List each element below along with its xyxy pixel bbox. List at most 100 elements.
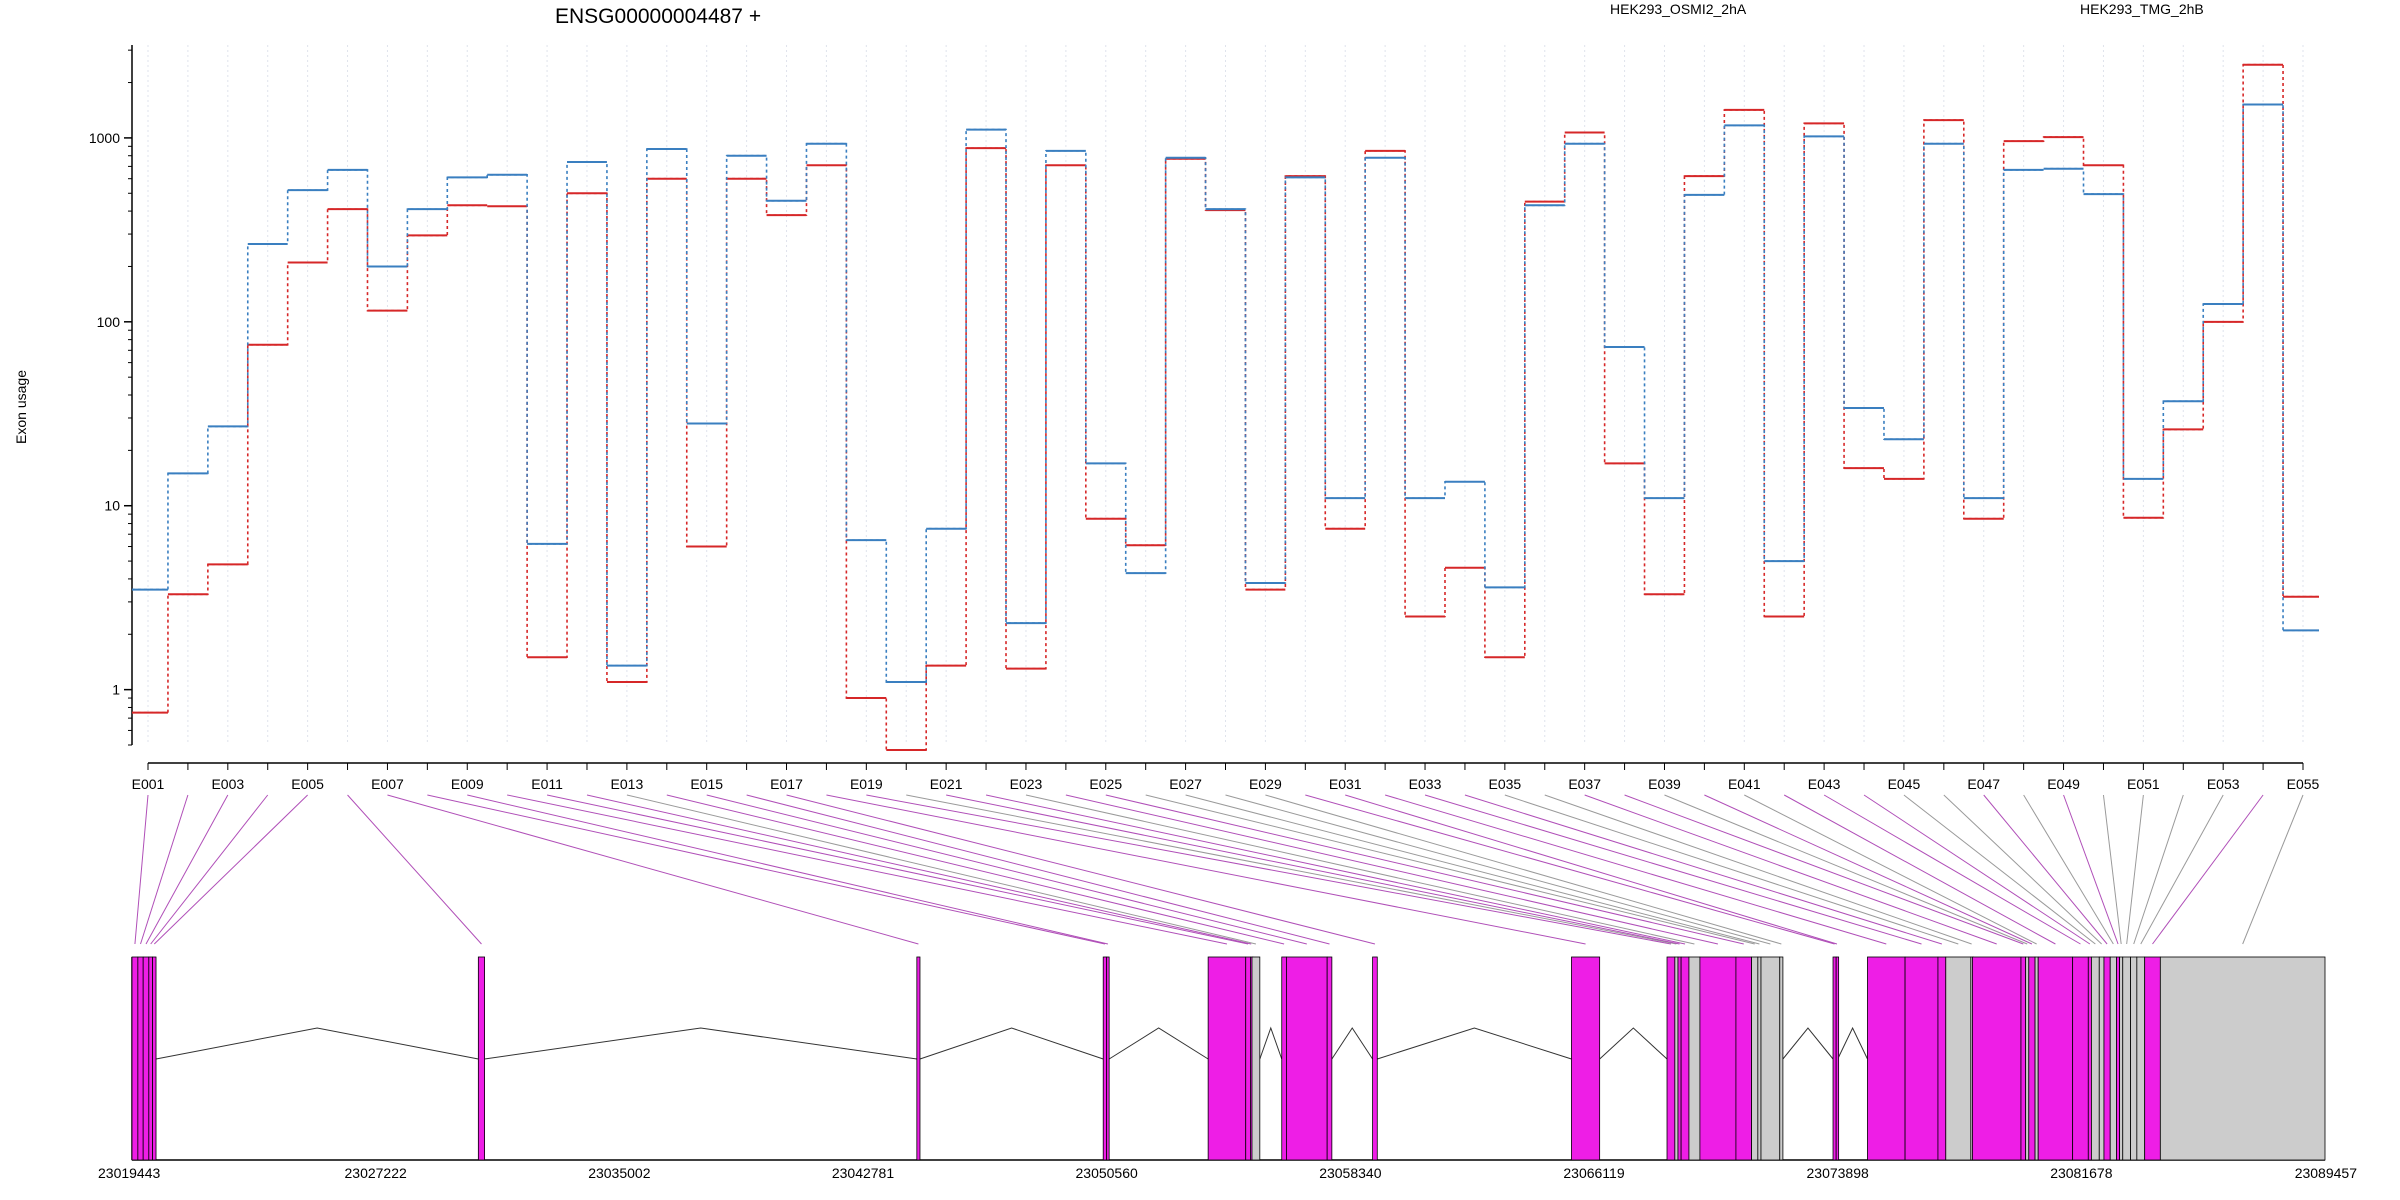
exon-box xyxy=(1835,956,1840,1161)
x-tick-label: E033 xyxy=(1409,776,1442,792)
x-tick-label: E037 xyxy=(1568,776,1601,792)
exon-connector xyxy=(507,794,1228,945)
exon-box xyxy=(1674,956,1679,1161)
x-tick-label: E035 xyxy=(1489,776,1522,792)
exon-connector xyxy=(1704,794,2033,945)
exon-connector xyxy=(1664,794,2028,945)
intron-line xyxy=(484,1027,917,1060)
exon-connector xyxy=(906,794,1677,945)
exon-connector xyxy=(1504,794,1959,945)
exon-connector xyxy=(1025,794,1695,945)
exon-box xyxy=(1677,956,1682,1161)
x-tick-label: E027 xyxy=(1169,776,1202,792)
exon-connector xyxy=(347,794,482,945)
x-tick-label: E013 xyxy=(611,776,644,792)
intron-line xyxy=(1331,1027,1374,1060)
exon-connector xyxy=(666,794,1285,945)
coordinate-label: 23089457 xyxy=(2295,1165,2358,1181)
exon-box xyxy=(2122,956,2131,1161)
exon-connector xyxy=(1544,794,1972,945)
coordinate-label: 23066119 xyxy=(1563,1165,1624,1181)
exon-box xyxy=(1832,956,1837,1161)
exon-box xyxy=(1666,956,1676,1161)
x-tick-label: E015 xyxy=(690,776,723,792)
exon-connector xyxy=(2242,794,2304,945)
exon-connector xyxy=(1225,794,1771,945)
x-tick-label: E011 xyxy=(531,776,563,792)
exon-box xyxy=(2103,956,2111,1161)
coordinate-label: 23073898 xyxy=(1807,1165,1870,1181)
exon-box xyxy=(2034,956,2039,1161)
exon-connector xyxy=(1744,794,2037,945)
exon-connector xyxy=(1823,794,2081,945)
gene-model: 23019443 23027222 23035002 23042781 23050560… xyxy=(98,956,2358,1181)
exon-box xyxy=(131,956,139,1161)
exon-connector xyxy=(2133,794,2184,945)
exon-box xyxy=(1106,956,1110,1161)
intron-line xyxy=(919,1027,1104,1060)
x-tick-label: E009 xyxy=(451,776,484,792)
exon-connector xyxy=(1783,794,2056,945)
exon-box xyxy=(2130,956,2138,1161)
coordinate-label: 23027222 xyxy=(345,1165,408,1181)
exon-box xyxy=(2144,956,2161,1161)
exon-connector xyxy=(2140,794,2224,945)
exon-box xyxy=(477,956,485,1161)
legend-series-1: HEK293_OSMI2_2hA xyxy=(1610,1,1747,17)
exon-box xyxy=(2119,956,2124,1161)
exon-connector xyxy=(2152,794,2264,945)
exon-box xyxy=(1699,956,1737,1161)
exon-connectors xyxy=(134,794,2304,945)
exon-box xyxy=(2025,956,2030,1161)
exon-box xyxy=(916,956,921,1161)
exon-box xyxy=(1245,956,1251,1161)
x-tick-label: E045 xyxy=(1888,776,1921,792)
exon-connector xyxy=(1943,794,2102,945)
exon-box xyxy=(2091,956,2100,1161)
exon-box xyxy=(1680,956,1690,1161)
exon-box xyxy=(148,956,153,1161)
x-tick-label: E023 xyxy=(1010,776,1043,792)
exon-box xyxy=(2087,956,2092,1161)
x-tick-label: E019 xyxy=(850,776,883,792)
x-tick-label: E031 xyxy=(1329,776,1362,792)
y-axis-label: Exon usage xyxy=(13,370,29,444)
exon-connector xyxy=(746,794,1330,945)
series-2 xyxy=(132,103,2319,684)
exon-connector xyxy=(826,794,1586,945)
exon-connector xyxy=(427,794,1106,945)
exon-connector xyxy=(1903,794,2096,945)
x-tick-label: E021 xyxy=(930,776,963,792)
exon-box xyxy=(1326,956,1333,1161)
x-tick-label: E041 xyxy=(1728,776,1761,792)
exon-connector xyxy=(1265,794,1782,945)
exon-box xyxy=(1207,956,1247,1161)
coordinate-label: 23035002 xyxy=(588,1165,651,1181)
x-tick-label: E029 xyxy=(1249,776,1282,792)
exon-box xyxy=(2098,956,2105,1161)
exon-box xyxy=(1945,956,1972,1161)
exon-connector xyxy=(1624,794,2024,945)
exon-box xyxy=(152,956,157,1161)
exon-box xyxy=(1760,956,1781,1161)
exon-box xyxy=(1571,956,1601,1161)
x-axis: E001 E003 E005 E007 E009 E011 E013 E015 E017 E019… xyxy=(132,762,2320,792)
exon-connector xyxy=(1185,794,1760,945)
chart-title: ENSG00000004487 + xyxy=(555,5,761,28)
exon-box xyxy=(2136,956,2146,1161)
x-tick-label: E039 xyxy=(1648,776,1681,792)
exon-connector xyxy=(2102,794,2122,945)
x-tick-label: E047 xyxy=(1967,776,2000,792)
exon-box xyxy=(137,956,144,1161)
x-tick-label: E017 xyxy=(770,776,803,792)
exon-box xyxy=(1757,956,1762,1161)
exon-connector xyxy=(866,794,1672,945)
exon-box xyxy=(2116,956,2121,1161)
intron-line xyxy=(1782,1027,1834,1060)
legend-series-2: HEK293_TMG_2hB xyxy=(2080,1,2204,17)
exon-connector xyxy=(2023,794,2114,945)
exon-box xyxy=(1735,956,1752,1161)
x-tick-label: E005 xyxy=(291,776,324,792)
y-axis: 1 10 100 1000 xyxy=(89,45,133,746)
